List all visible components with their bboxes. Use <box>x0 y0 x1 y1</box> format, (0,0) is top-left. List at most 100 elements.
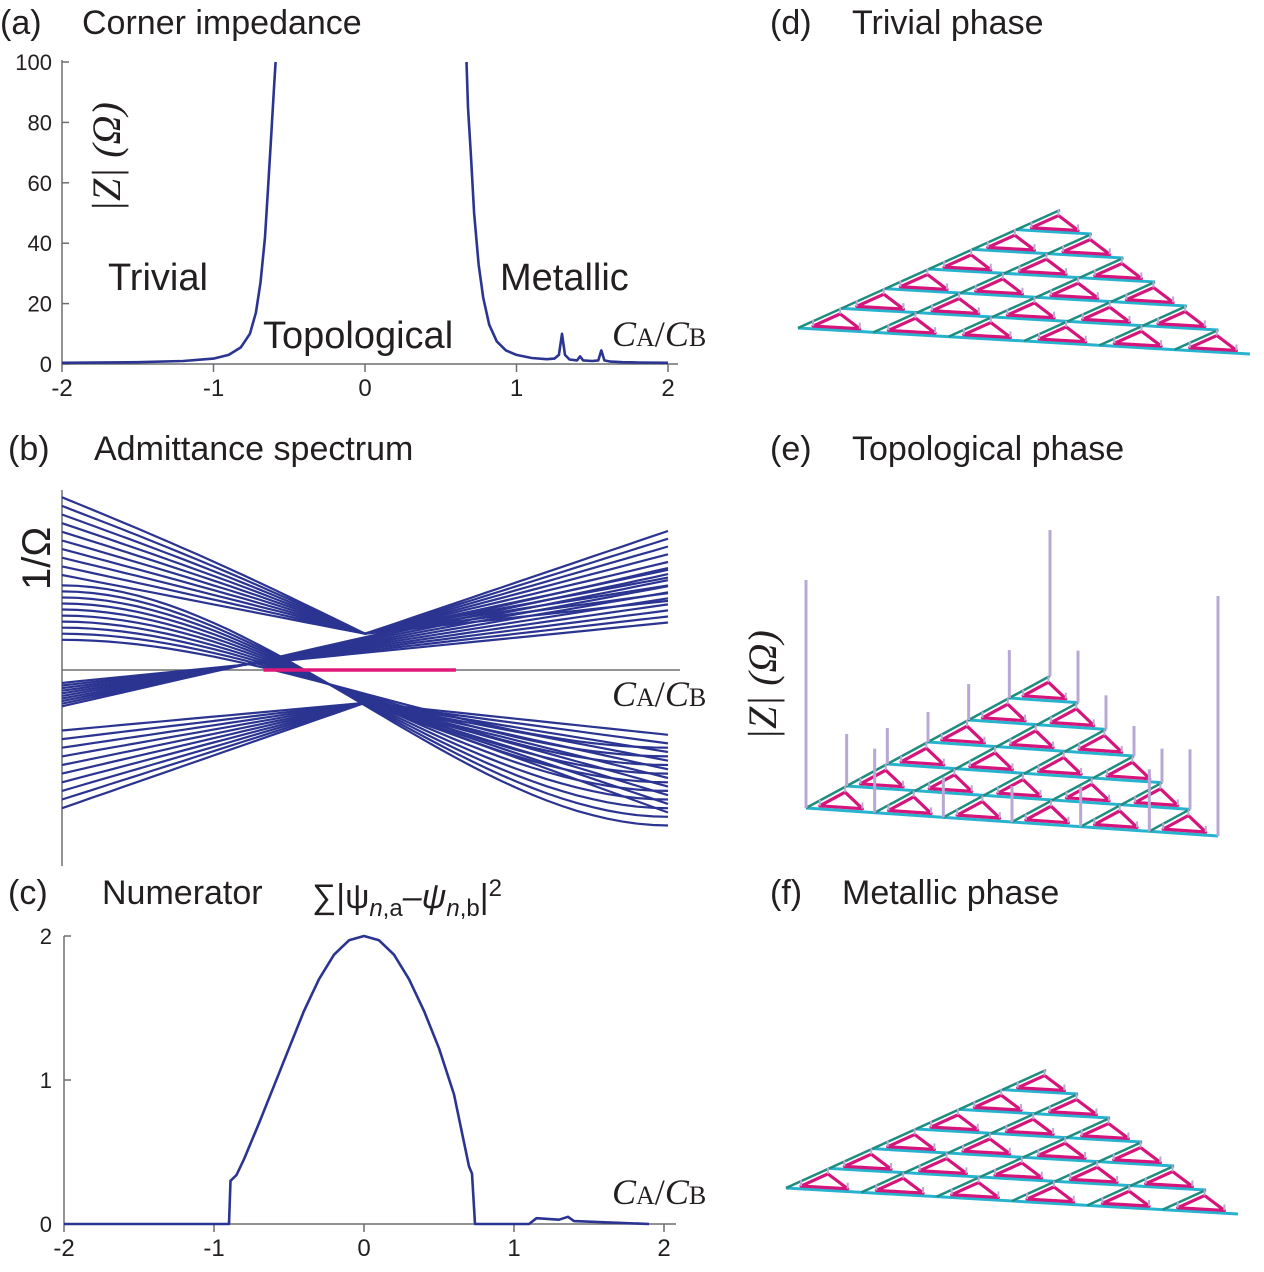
panel-a-tag: (a) <box>0 4 42 42</box>
unit-triangle <box>1092 809 1139 829</box>
formula-sub-n1: n <box>369 895 382 922</box>
annotation-trivial: Trivial <box>108 257 208 299</box>
rising-band-6 <box>61 591 669 697</box>
y-tick-label: 20 <box>28 292 52 317</box>
xlabel-c1: C <box>612 314 637 354</box>
x-tick-label: -2 <box>51 375 72 402</box>
panel-a: (a) Corner impedance -2 -1 0 1 2020406080100… <box>0 4 706 402</box>
impedance-curve-1 <box>61 61 277 365</box>
y-tick-label: 100 <box>15 50 52 75</box>
y-tick-label: 0 <box>40 1212 52 1237</box>
formula-sum: ∑|ψ <box>312 878 369 916</box>
bond-line <box>872 232 1093 334</box>
lattice-trivial-phase <box>797 208 1251 356</box>
bond-line <box>797 208 1061 330</box>
falling-band-6 <box>61 608 669 792</box>
unit-triangle <box>886 795 933 815</box>
unit-triangle <box>1161 813 1208 834</box>
y-tick-label: 80 <box>28 110 52 135</box>
unit-triangle <box>1100 1189 1151 1208</box>
panel-e-tag: (e) <box>770 430 812 468</box>
bond-line <box>841 306 1219 332</box>
x-tick-label: 1 <box>507 1235 520 1262</box>
x-tick-label: 0 <box>357 1235 370 1262</box>
falling-band-10 <box>61 584 669 827</box>
panel-b: (b) Admittance spectrum 1/Ω CA/CB <box>8 430 706 866</box>
unit-triangle <box>1077 733 1124 754</box>
panel-f-tag: (f) <box>770 874 802 912</box>
xlabel-c2: C <box>665 674 690 714</box>
unit-triangle <box>1005 301 1056 320</box>
y-tick-label: 0 <box>40 352 52 377</box>
falling-band-9 <box>61 590 669 818</box>
x-tick-label: -2 <box>53 1235 74 1262</box>
formula-abs-close: | <box>480 878 489 916</box>
unit-triangle <box>1004 1117 1055 1136</box>
unit-triangle <box>1093 261 1144 281</box>
xlabel-c2: C <box>665 1172 690 1212</box>
xlabel-sub-a: A <box>636 1181 655 1210</box>
annotation-metallic: Metallic <box>500 257 629 299</box>
panel-e-ylabel-text: |Z| (Ω) <box>740 630 785 740</box>
unit-triangle <box>940 724 987 745</box>
rising-band-3 <box>61 609 669 690</box>
rising-band-4 <box>61 603 669 692</box>
unit-triangle <box>972 1093 1023 1112</box>
xlabel-c1: C <box>612 1172 637 1212</box>
xlabel-sub-b: B <box>689 323 706 352</box>
xlabel-sub-a: A <box>636 683 655 712</box>
unit-triangle <box>1008 729 1055 749</box>
unit-triangle <box>886 316 937 335</box>
unit-triangle <box>1029 213 1080 233</box>
bond-line <box>1009 696 1079 705</box>
unit-triangle <box>1064 782 1111 803</box>
falling-band-4 <box>61 620 669 775</box>
panel-c-axes: -2 -1 0 1 2 0 1 2 <box>40 924 676 1262</box>
panel-f: (f) Metallic phase <box>770 874 1239 1216</box>
unit-triangle <box>1061 237 1112 257</box>
panel-a-ylabel: |Z| (Ω) <box>84 102 129 212</box>
unit-triangle <box>993 1161 1044 1180</box>
rising-band-7 <box>61 585 669 700</box>
rising-band-10 <box>61 567 669 708</box>
unit-triangle <box>1068 1165 1119 1184</box>
unit-triangle <box>1156 309 1207 329</box>
rising-band-5 <box>61 597 669 695</box>
unit-triangle <box>842 1152 893 1171</box>
bond-line <box>1011 754 1135 824</box>
xlabel-c2: C <box>665 314 690 354</box>
unit-triangle <box>962 320 1013 340</box>
panel-c-series <box>64 934 650 1226</box>
unit-triangle <box>886 1132 937 1152</box>
unit-triangle <box>1024 804 1071 825</box>
unit-triangle <box>1021 680 1068 701</box>
panel-c-tag: (c) <box>8 874 48 912</box>
unit-triangle <box>1036 1141 1087 1160</box>
unit-triangle <box>918 1156 969 1176</box>
unit-triangle <box>968 751 1015 771</box>
x-tick-label: 0 <box>358 375 371 402</box>
x-tick-label: 2 <box>661 375 674 402</box>
falling-band-8 <box>61 596 669 810</box>
xlabel-slash: / <box>655 674 665 714</box>
xlabel-sub-b: B <box>689 1181 706 1210</box>
bond-line <box>785 1068 1047 1190</box>
unit-triangle <box>1188 333 1239 353</box>
unit-triangle <box>929 1113 980 1132</box>
panel-c-title: Numerator <box>102 874 263 912</box>
unit-triangle <box>799 1172 850 1191</box>
unit-triangle <box>1112 1145 1163 1165</box>
falling-band-3 <box>61 626 669 767</box>
lower-band-1 <box>61 701 669 736</box>
panel-b-series <box>61 496 669 827</box>
x-tick-label: -1 <box>203 375 224 402</box>
unit-triangle <box>980 702 1027 723</box>
unit-triangle <box>955 799 1002 820</box>
formula-minus-psi: –ψ <box>402 878 447 916</box>
unit-triangle <box>898 272 949 292</box>
formula-sub-a: ,a <box>383 895 404 922</box>
unit-triangle <box>818 790 865 811</box>
lattice-topological-phase <box>804 530 1220 838</box>
